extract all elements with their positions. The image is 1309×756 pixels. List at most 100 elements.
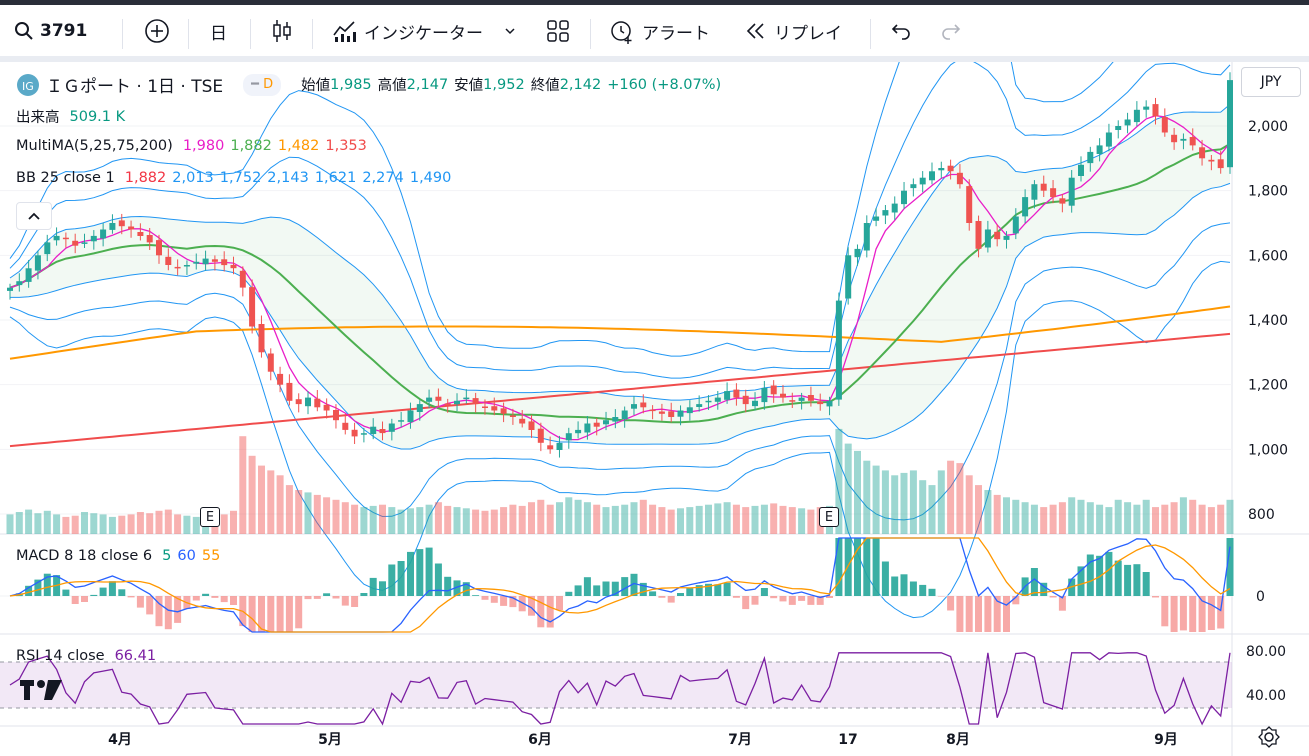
redo-button[interactable] xyxy=(940,15,962,47)
macd-histogram-bar xyxy=(779,596,787,602)
macd-histogram-bar xyxy=(965,596,973,632)
volume-bar xyxy=(854,450,861,534)
volume-bar xyxy=(723,502,731,534)
candle xyxy=(1059,198,1066,204)
candle xyxy=(807,395,814,401)
candle xyxy=(472,398,479,405)
symbol-search[interactable]: 3791 xyxy=(14,15,87,47)
company-logo-icon: IG xyxy=(17,73,39,96)
chart-type-button[interactable] xyxy=(270,15,294,47)
earnings-marker[interactable]: E xyxy=(200,507,220,527)
candle xyxy=(1152,104,1159,117)
undo-button[interactable] xyxy=(890,15,912,47)
macd-histogram-bar xyxy=(220,596,228,603)
macd-histogram-bar xyxy=(937,596,945,597)
collapse-legend-button[interactable] xyxy=(16,202,52,230)
candle xyxy=(482,406,488,408)
volume-bar xyxy=(798,508,806,534)
volume-bar xyxy=(220,514,228,534)
macd-histogram-bar xyxy=(285,596,293,632)
candle xyxy=(454,400,460,405)
candle xyxy=(593,422,600,427)
layout-button[interactable] xyxy=(546,15,570,47)
candle xyxy=(658,411,665,414)
ma75-value: 1,482 xyxy=(277,138,320,154)
replay-button[interactable]: リプレイ xyxy=(744,15,842,47)
candle xyxy=(351,429,358,437)
open-label: 始値 xyxy=(301,78,331,94)
candle xyxy=(211,259,218,262)
macd-histogram-bar xyxy=(1077,566,1085,596)
earnings-marker[interactable]: E xyxy=(819,507,839,527)
volume-bar xyxy=(155,510,163,534)
volume-bar xyxy=(658,507,666,534)
high-value: 2,147 xyxy=(406,76,449,93)
macd-histogram-bar xyxy=(332,596,340,599)
candle xyxy=(631,404,637,409)
bb-legend: BB 25 close 1 1,882 2,013 1,752 2,143 1,… xyxy=(16,170,451,186)
macd-histogram-bar xyxy=(919,584,927,596)
candle xyxy=(1078,164,1084,176)
macd-histogram-bar xyxy=(1161,596,1169,627)
macd-histogram-bar xyxy=(1030,568,1038,596)
candle xyxy=(966,186,973,223)
chart-area[interactable]: 2,000 1,800 1,600 1,400 1,200 1,000 800 0 80.00 4… xyxy=(0,62,1309,756)
market-status-badge[interactable]: ━ D xyxy=(243,73,282,96)
volume-bar xyxy=(108,516,116,534)
volume-bar xyxy=(649,504,657,534)
open-value: 1,985 xyxy=(330,76,372,93)
interval-button[interactable]: 日 xyxy=(210,15,227,47)
candle xyxy=(1208,159,1215,162)
undo-icon xyxy=(891,24,910,40)
price-axis-label: 2,000 xyxy=(1248,119,1288,135)
candle xyxy=(146,235,153,243)
low-label: 安値 xyxy=(454,78,484,94)
candle xyxy=(901,190,907,205)
macd-histogram-bar xyxy=(481,596,489,600)
ma200-value: 1,353 xyxy=(325,138,367,154)
rsi-axis-label: 40.00 xyxy=(1246,688,1286,704)
macd-histogram-bar xyxy=(723,582,731,596)
candle xyxy=(1096,145,1103,154)
volume-bar xyxy=(118,515,126,534)
candle xyxy=(1050,188,1057,198)
volume-bar xyxy=(1114,499,1122,534)
alert-button[interactable]: アラート xyxy=(608,15,710,47)
volume-bar xyxy=(248,455,256,534)
gear-icon[interactable] xyxy=(1258,726,1280,748)
volume-bar xyxy=(1189,499,1197,534)
candle xyxy=(286,382,293,401)
candle xyxy=(53,235,60,241)
volume-bar xyxy=(1040,507,1048,534)
candle xyxy=(1068,177,1075,206)
time-axis-label: 6月 xyxy=(528,732,552,748)
candle xyxy=(444,403,451,405)
volume-bar xyxy=(6,514,14,534)
divider xyxy=(250,19,251,49)
volume-bar xyxy=(546,504,554,534)
volume-bar xyxy=(90,513,98,534)
candle xyxy=(947,165,954,172)
macd-histogram-bar xyxy=(770,596,778,599)
compare-button[interactable] xyxy=(144,15,170,47)
indicators-button[interactable]: インジケーター xyxy=(332,15,517,47)
volume-bar xyxy=(1198,504,1206,534)
volume-bar xyxy=(1012,499,1020,534)
macd-histogram-bar xyxy=(1086,554,1094,596)
low-value: 1,952 xyxy=(483,76,525,93)
volume-bar xyxy=(462,508,470,534)
volume-bar xyxy=(1058,502,1066,534)
volume-bar xyxy=(360,507,368,534)
candle xyxy=(1115,126,1122,130)
macd-histogram-bar xyxy=(211,596,219,598)
top-toolbar: 3791 日 インジケーター アラート リプレイ xyxy=(0,0,1309,56)
currency-button[interactable]: JPY xyxy=(1241,67,1301,97)
divider xyxy=(590,19,591,49)
macd-histogram-bar xyxy=(490,596,498,603)
chart-canvas[interactable]: 2,000 1,800 1,600 1,400 1,200 1,000 800 0 80.00 4… xyxy=(0,62,1309,756)
divider xyxy=(122,19,123,49)
volume-bar xyxy=(323,497,331,534)
macd-histogram-bar xyxy=(1142,572,1150,596)
volume-bar xyxy=(407,508,414,534)
candle xyxy=(1161,117,1168,133)
